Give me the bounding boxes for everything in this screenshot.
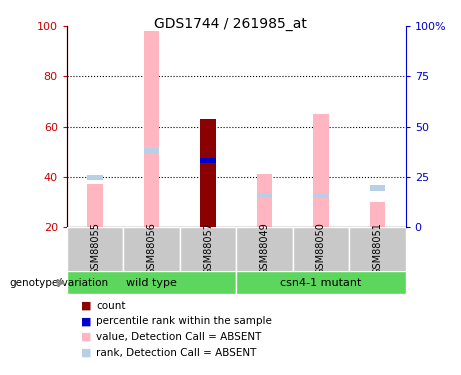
Bar bbox=[293, 227, 349, 272]
Bar bbox=[67, 271, 236, 294]
Text: GSM88056: GSM88056 bbox=[147, 222, 157, 275]
Bar bbox=[313, 193, 329, 198]
Bar bbox=[180, 227, 236, 272]
Bar bbox=[257, 193, 272, 198]
Bar bbox=[200, 158, 216, 163]
Text: rank, Detection Call = ABSENT: rank, Detection Call = ABSENT bbox=[96, 348, 256, 358]
Bar bbox=[144, 148, 160, 153]
Bar bbox=[257, 174, 272, 227]
Text: genotype/variation: genotype/variation bbox=[9, 278, 108, 288]
Text: value, Detection Call = ABSENT: value, Detection Call = ABSENT bbox=[96, 332, 261, 342]
Text: GSM88050: GSM88050 bbox=[316, 222, 326, 275]
Bar bbox=[236, 227, 293, 272]
Text: GSM88057: GSM88057 bbox=[203, 222, 213, 275]
Text: GSM88049: GSM88049 bbox=[260, 222, 270, 275]
Text: csn4-1 mutant: csn4-1 mutant bbox=[280, 278, 362, 288]
Text: ■: ■ bbox=[81, 332, 91, 342]
Bar bbox=[349, 227, 406, 272]
Bar bbox=[200, 119, 216, 227]
Text: GDS1744 / 261985_at: GDS1744 / 261985_at bbox=[154, 17, 307, 31]
Text: wild type: wild type bbox=[126, 278, 177, 288]
Text: ■: ■ bbox=[81, 301, 91, 310]
Bar bbox=[236, 271, 406, 294]
Bar bbox=[144, 31, 160, 227]
Text: GSM88055: GSM88055 bbox=[90, 222, 100, 275]
Bar bbox=[87, 176, 103, 180]
Bar bbox=[67, 227, 123, 272]
Text: ■: ■ bbox=[81, 348, 91, 358]
Text: count: count bbox=[96, 301, 125, 310]
Text: percentile rank within the sample: percentile rank within the sample bbox=[96, 316, 272, 326]
Bar bbox=[87, 184, 103, 227]
Text: ■: ■ bbox=[81, 316, 91, 326]
Text: GSM88051: GSM88051 bbox=[372, 222, 383, 275]
Bar bbox=[313, 114, 329, 227]
Bar bbox=[370, 202, 385, 227]
Bar bbox=[370, 186, 385, 190]
Bar bbox=[123, 227, 180, 272]
